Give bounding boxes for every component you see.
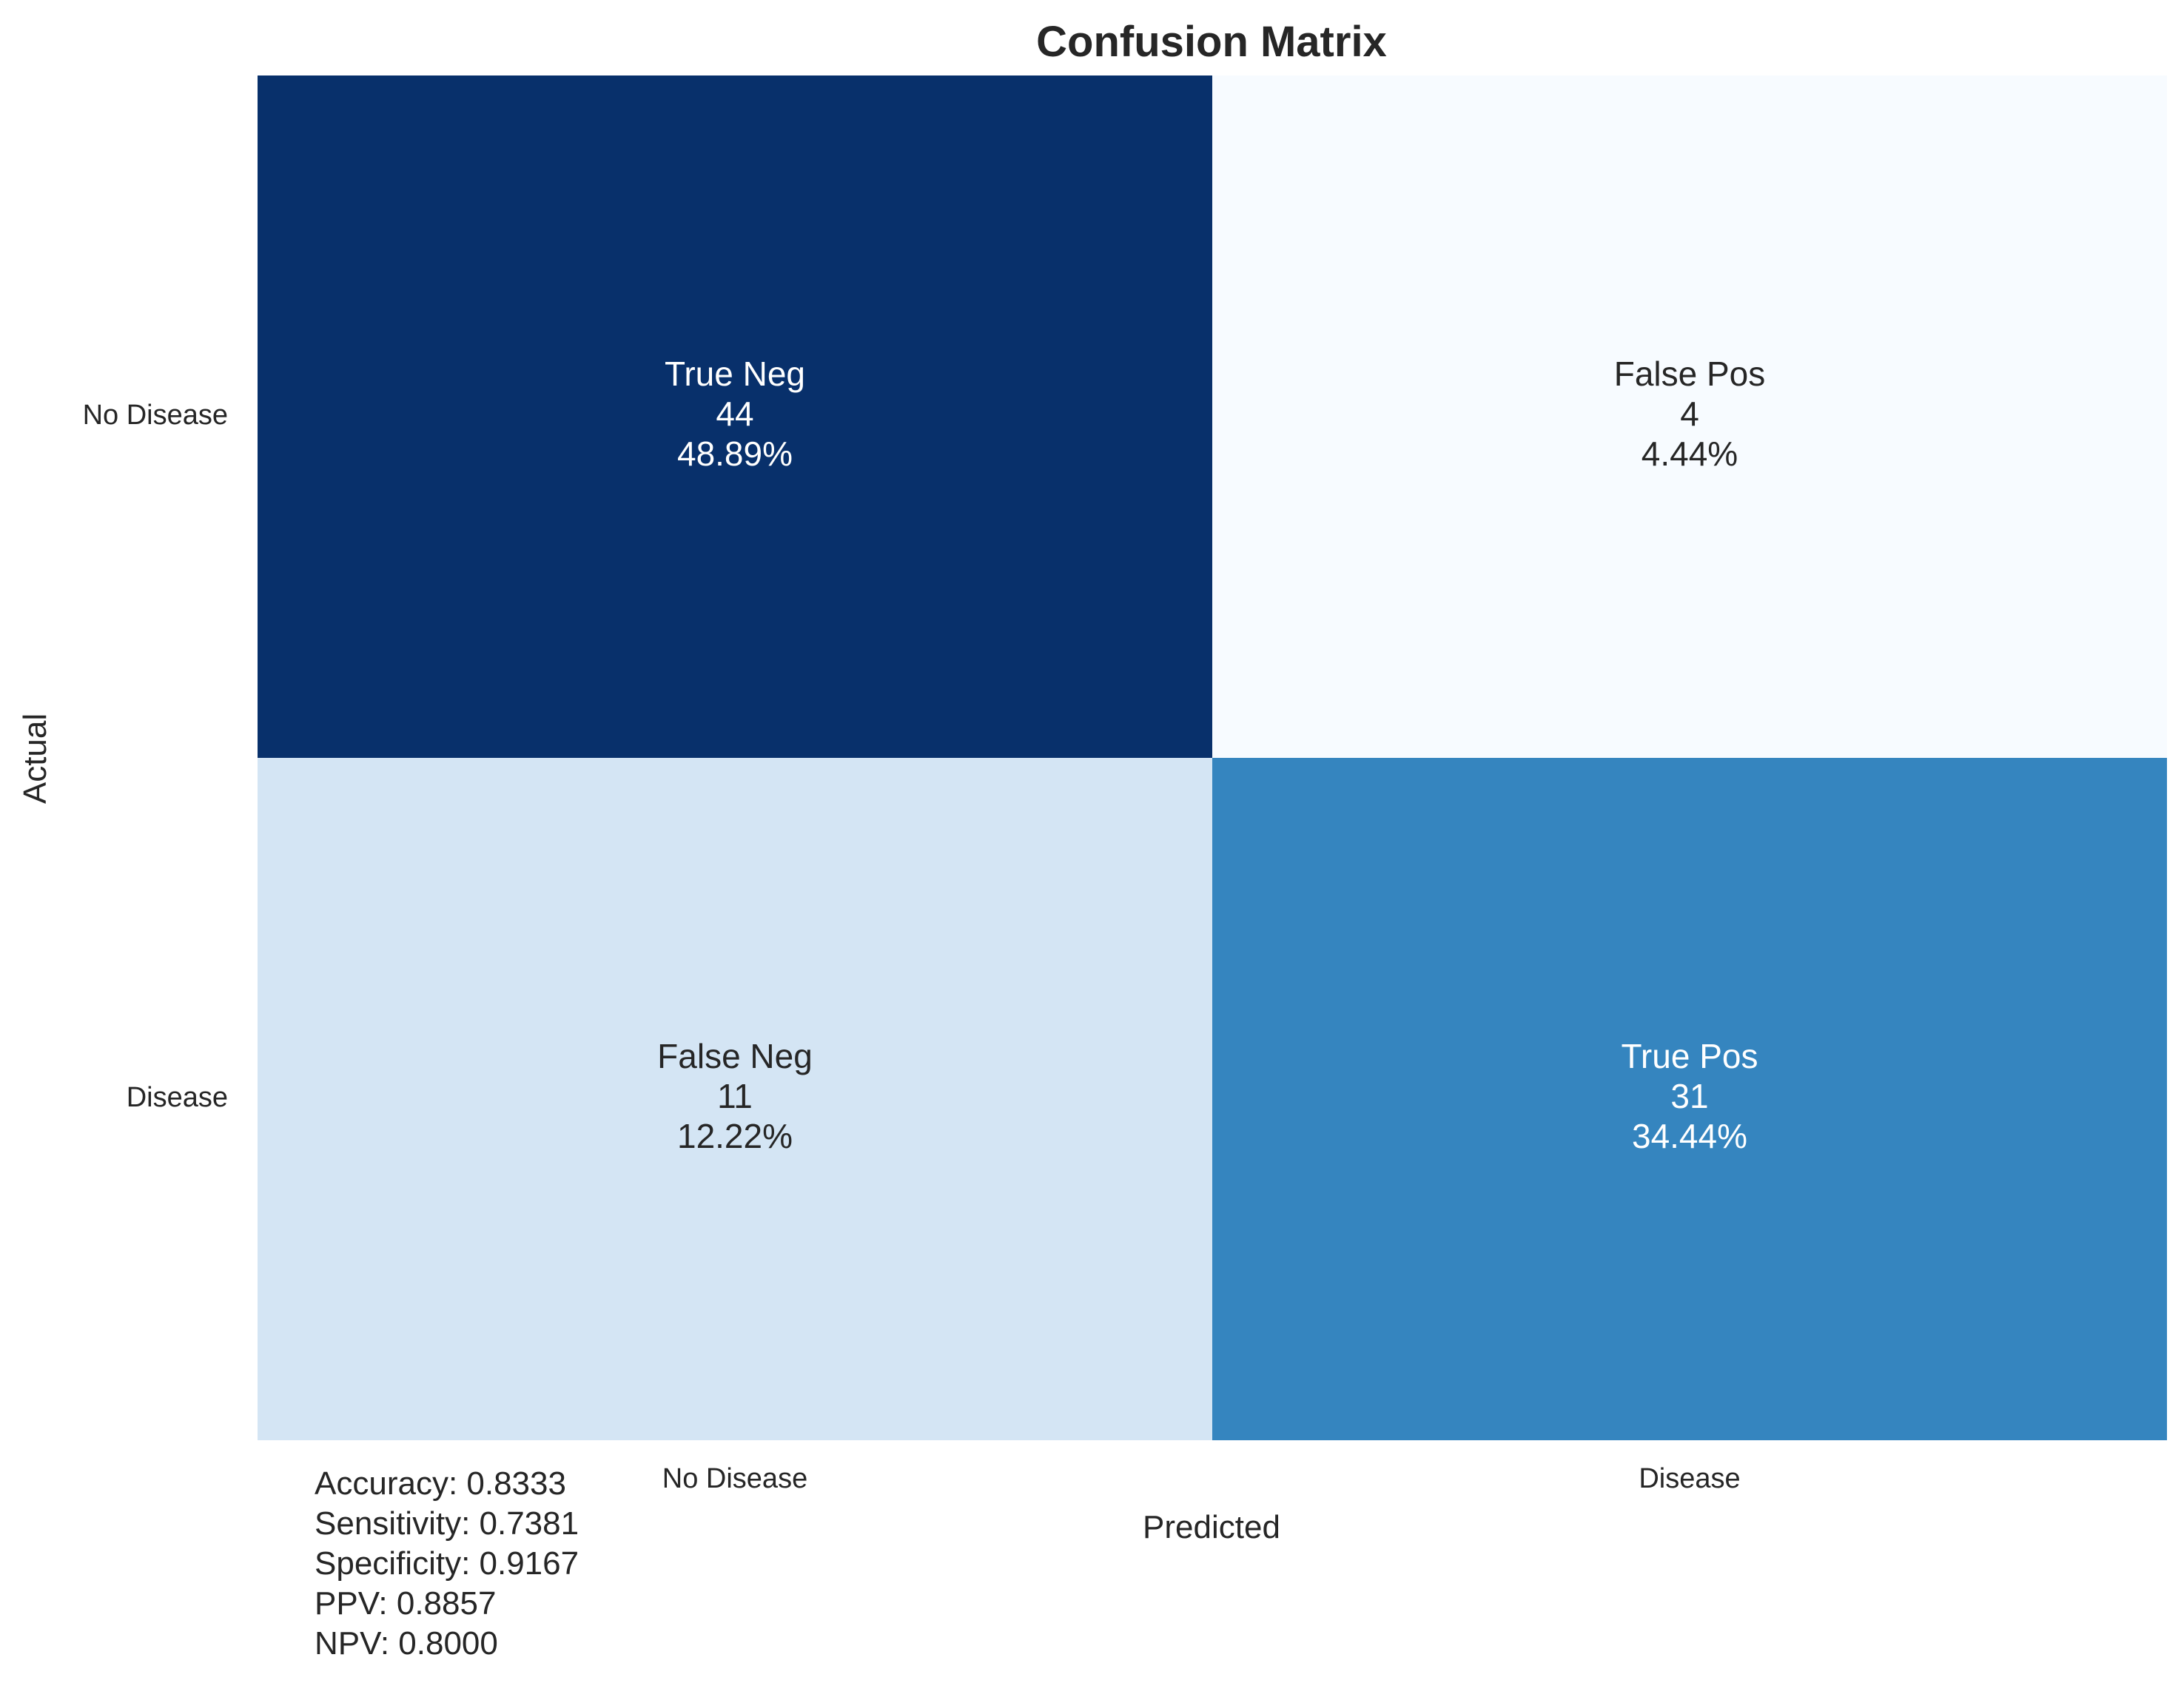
chart-title: Confusion Matrix bbox=[1036, 18, 1387, 66]
x-tick-label: Disease bbox=[1639, 1463, 1740, 1494]
x-tick-label: No Disease bbox=[662, 1463, 807, 1494]
heatmap-cell bbox=[1212, 758, 2167, 1440]
cell-count: 11 bbox=[717, 1077, 753, 1115]
y-tick-label: No Disease bbox=[83, 400, 228, 431]
cell-count: 4 bbox=[1680, 394, 1699, 433]
accuracy-metric: Accuracy: 0.8333 bbox=[315, 1465, 566, 1502]
x-axis-label: Predicted bbox=[1143, 1509, 1280, 1545]
metrics-summary: Accuracy: 0.8333 Sensitivity: 0.7381 Spe… bbox=[315, 1464, 579, 1664]
cell-percent: 12.22% bbox=[677, 1117, 793, 1155]
sensitivity-metric: Sensitivity: 0.7381 bbox=[315, 1505, 579, 1542]
cell-percent: 48.89% bbox=[677, 434, 793, 473]
cell-label: True Pos bbox=[1622, 1037, 1758, 1075]
tick-labels: No Disease Disease No Disease Disease bbox=[83, 400, 1741, 1494]
y-tick-label: Disease bbox=[127, 1082, 228, 1113]
cell-label: False Pos bbox=[1614, 355, 1766, 393]
heatmap-cell bbox=[1212, 75, 2167, 758]
heatmap-cell bbox=[258, 75, 1212, 758]
ppv-metric: PPV: 0.8857 bbox=[315, 1585, 497, 1622]
cell-percent: 34.44% bbox=[1632, 1117, 1747, 1155]
cell-label: True Neg bbox=[665, 355, 805, 393]
npv-metric: NPV: 0.8000 bbox=[315, 1625, 498, 1662]
cell-count: 44 bbox=[716, 394, 753, 433]
heatmap-cell bbox=[258, 758, 1212, 1440]
specificity-metric: Specificity: 0.9167 bbox=[315, 1545, 579, 1582]
y-axis-label: Actual bbox=[17, 713, 53, 804]
cell-percent: 4.44% bbox=[1642, 434, 1738, 473]
cell-label: False Neg bbox=[657, 1037, 813, 1075]
cell-count: 31 bbox=[1670, 1077, 1708, 1115]
